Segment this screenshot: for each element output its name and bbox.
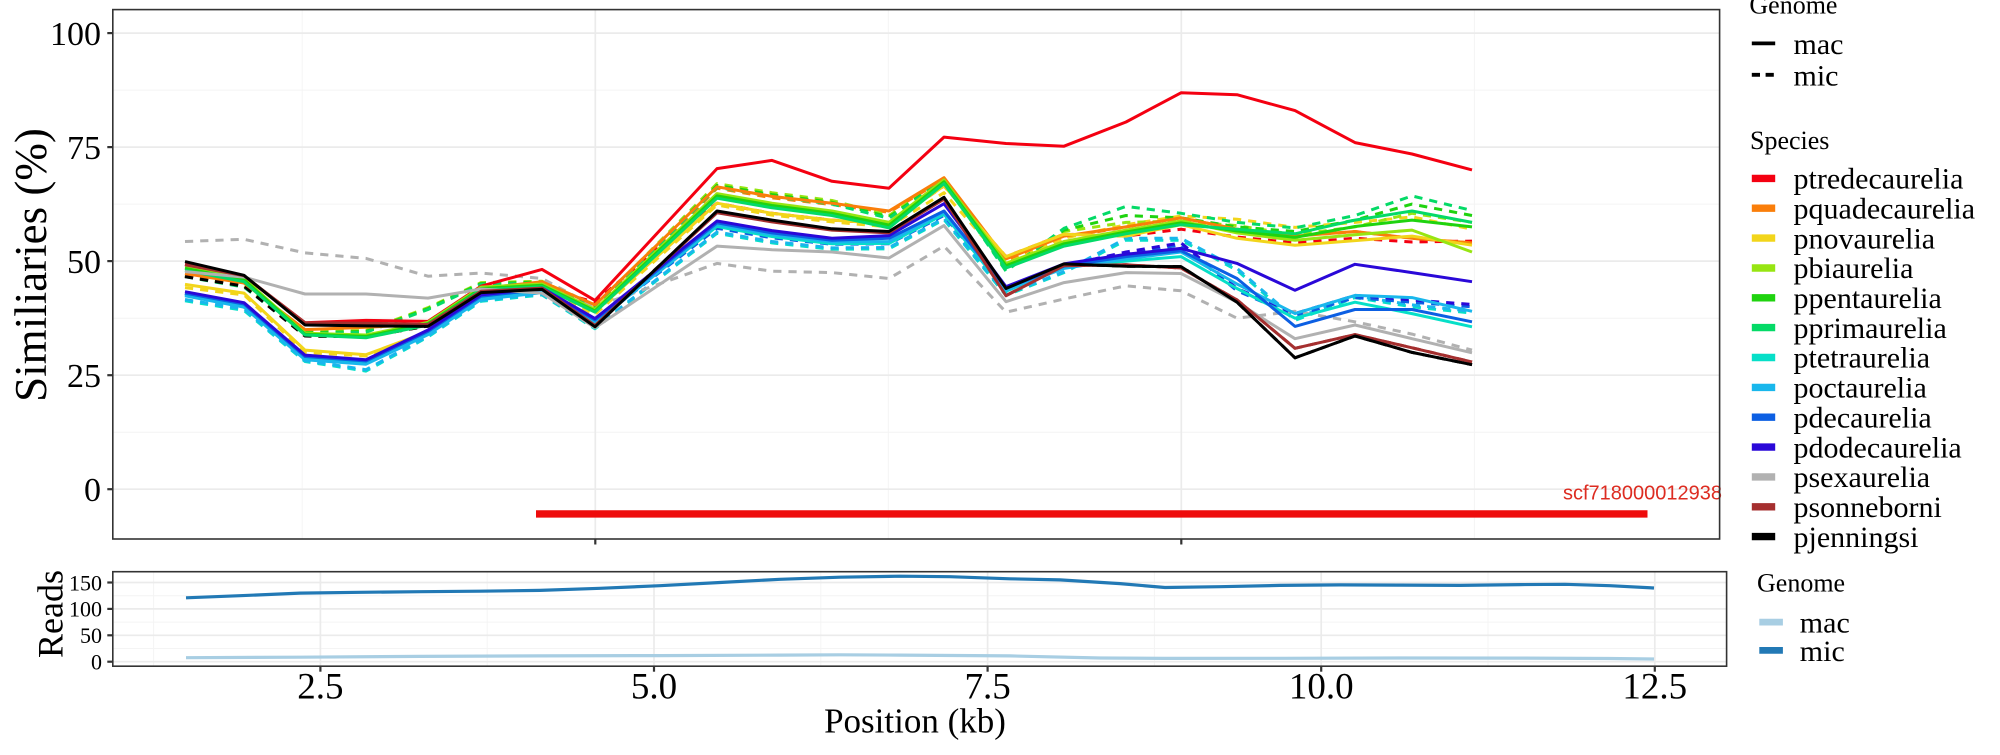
svg-text:100: 100 bbox=[69, 597, 102, 622]
svg-text:50: 50 bbox=[80, 623, 102, 648]
svg-text:pdodecaurelia: pdodecaurelia bbox=[1794, 431, 1962, 464]
svg-text:mac: mac bbox=[1800, 607, 1850, 640]
svg-text:12.5: 12.5 bbox=[1622, 667, 1687, 708]
svg-text:mic: mic bbox=[1800, 635, 1845, 668]
svg-text:ptredecaurelia: ptredecaurelia bbox=[1794, 163, 1964, 196]
svg-text:0: 0 bbox=[84, 472, 101, 509]
svg-text:Position (kb): Position (kb) bbox=[824, 702, 1006, 741]
svg-text:25: 25 bbox=[67, 358, 101, 395]
svg-text:pprimaurelia: pprimaurelia bbox=[1794, 312, 1947, 345]
svg-text:pjenningsi: pjenningsi bbox=[1794, 521, 1919, 554]
svg-text:Reads: Reads bbox=[31, 570, 71, 658]
svg-text:psexaurelia: psexaurelia bbox=[1794, 461, 1931, 494]
svg-text:psonneborni: psonneborni bbox=[1794, 491, 1942, 524]
svg-text:Similiaries (%): Similiaries (%) bbox=[6, 128, 56, 402]
svg-text:100: 100 bbox=[50, 16, 101, 53]
svg-text:ptetraurelia: ptetraurelia bbox=[1794, 342, 1931, 375]
svg-text:scf718000012938: scf718000012938 bbox=[1563, 483, 1722, 505]
svg-text:pdecaurelia: pdecaurelia bbox=[1794, 401, 1932, 434]
svg-text:mic: mic bbox=[1794, 59, 1839, 92]
svg-text:Genome: Genome bbox=[1757, 569, 1845, 598]
svg-text:Genome: Genome bbox=[1749, 0, 1837, 20]
svg-text:75: 75 bbox=[67, 130, 101, 167]
svg-text:Species: Species bbox=[1750, 126, 1829, 155]
svg-text:0: 0 bbox=[91, 650, 102, 675]
svg-text:pnovaurelia: pnovaurelia bbox=[1794, 222, 1936, 255]
svg-text:5.0: 5.0 bbox=[631, 667, 677, 708]
svg-text:mac: mac bbox=[1794, 28, 1844, 61]
svg-text:10.0: 10.0 bbox=[1289, 667, 1354, 708]
svg-text:pquadecaurelia: pquadecaurelia bbox=[1794, 192, 1976, 225]
svg-text:7.5: 7.5 bbox=[964, 667, 1010, 708]
svg-text:50: 50 bbox=[67, 244, 101, 281]
svg-text:2.5: 2.5 bbox=[297, 667, 343, 708]
svg-text:pbiaurelia: pbiaurelia bbox=[1794, 252, 1914, 285]
svg-text:150: 150 bbox=[69, 570, 102, 595]
svg-text:ppentaurelia: ppentaurelia bbox=[1794, 282, 1942, 315]
svg-text:poctaurelia: poctaurelia bbox=[1794, 372, 1927, 405]
